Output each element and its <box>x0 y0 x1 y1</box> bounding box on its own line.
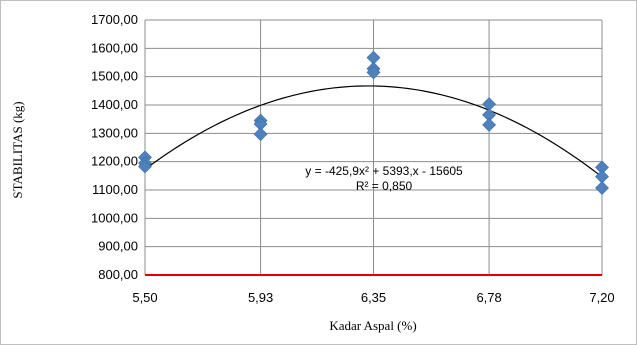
data-point <box>595 181 609 195</box>
y-tick-label: 1200,00 <box>91 154 138 169</box>
y-tick-label: 1100,00 <box>92 182 138 197</box>
y-tick-labels: 800,00 900,00 1000,00 1100,00 1200,00 1300,00… <box>91 12 138 282</box>
trendline-equation: y = -425,9x² + 5393,x - 15605 <box>305 164 463 178</box>
y-tick-label: 900,00 <box>98 239 138 254</box>
y-axis-title: STABILITAS (kg) <box>10 101 25 198</box>
x-tick-label: 7,20 <box>589 290 614 305</box>
y-tick-label: 1600,00 <box>91 40 138 55</box>
data-points <box>138 50 609 195</box>
data-point <box>482 117 497 132</box>
y-tick-label: 1700,00 <box>91 12 138 27</box>
y-tick-label: 1500,00 <box>91 69 138 84</box>
x-tick-labels: 5,50 5,93 6,35 6,78 7,20 <box>132 290 614 305</box>
y-tick-label: 1000,00 <box>91 210 138 225</box>
x-tick-label: 6,35 <box>361 290 386 305</box>
x-tick-label: 5,50 <box>132 290 157 305</box>
trendline-layer <box>144 85 603 178</box>
data-point <box>253 127 268 142</box>
data-point <box>366 65 381 80</box>
x-tick-label: 5,93 <box>248 290 273 305</box>
y-tick-label: 1300,00 <box>91 125 138 140</box>
y-tick-label: 800,00 <box>98 267 138 282</box>
y-tick-label: 1400,00 <box>91 97 138 112</box>
r-squared-label: R² = 0,850 <box>356 179 413 193</box>
data-point <box>138 159 152 174</box>
x-tick-label: 6,78 <box>476 290 501 305</box>
trendline <box>144 85 603 178</box>
x-axis-title: Kadar Aspal (%) <box>329 318 416 333</box>
